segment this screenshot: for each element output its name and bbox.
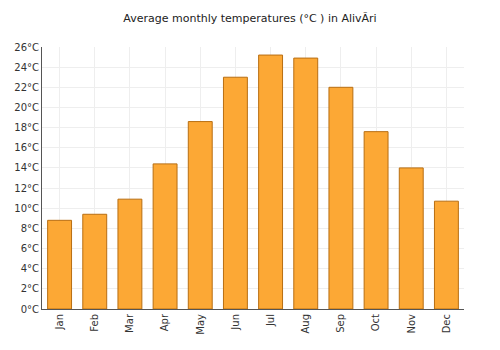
svg-text:22°C: 22°C [14, 82, 39, 93]
svg-text:Jul: Jul [265, 314, 276, 327]
svg-text:24°C: 24°C [14, 62, 39, 73]
svg-text:10°C: 10°C [14, 203, 39, 214]
svg-text:12°C: 12°C [14, 183, 39, 194]
svg-text:Apr: Apr [159, 313, 170, 331]
svg-text:18°C: 18°C [14, 122, 39, 133]
svg-text:16°C: 16°C [14, 142, 39, 153]
svg-text:Average monthly temperatures (: Average monthly temperatures (°C ) in Al… [123, 12, 376, 25]
svg-text:Sep: Sep [335, 314, 346, 333]
svg-text:0°C: 0°C [21, 304, 39, 315]
svg-text:26°C: 26°C [14, 42, 39, 53]
svg-text:May: May [195, 314, 206, 335]
svg-text:8°C: 8°C [21, 223, 39, 234]
svg-text:4°C: 4°C [21, 263, 39, 274]
svg-text:Feb: Feb [89, 314, 100, 332]
svg-text:Jan: Jan [54, 314, 65, 330]
svg-text:6°C: 6°C [21, 243, 39, 254]
svg-text:2°C: 2°C [21, 283, 39, 294]
svg-text:14°C: 14°C [14, 162, 39, 173]
svg-text:Oct: Oct [370, 314, 381, 331]
svg-text:20°C: 20°C [14, 102, 39, 113]
svg-text:Jun: Jun [230, 314, 241, 331]
svg-text:Dec: Dec [441, 314, 452, 333]
svg-text:Aug: Aug [300, 314, 311, 334]
svg-text:Nov: Nov [406, 314, 417, 334]
svg-text:Mar: Mar [124, 313, 135, 333]
